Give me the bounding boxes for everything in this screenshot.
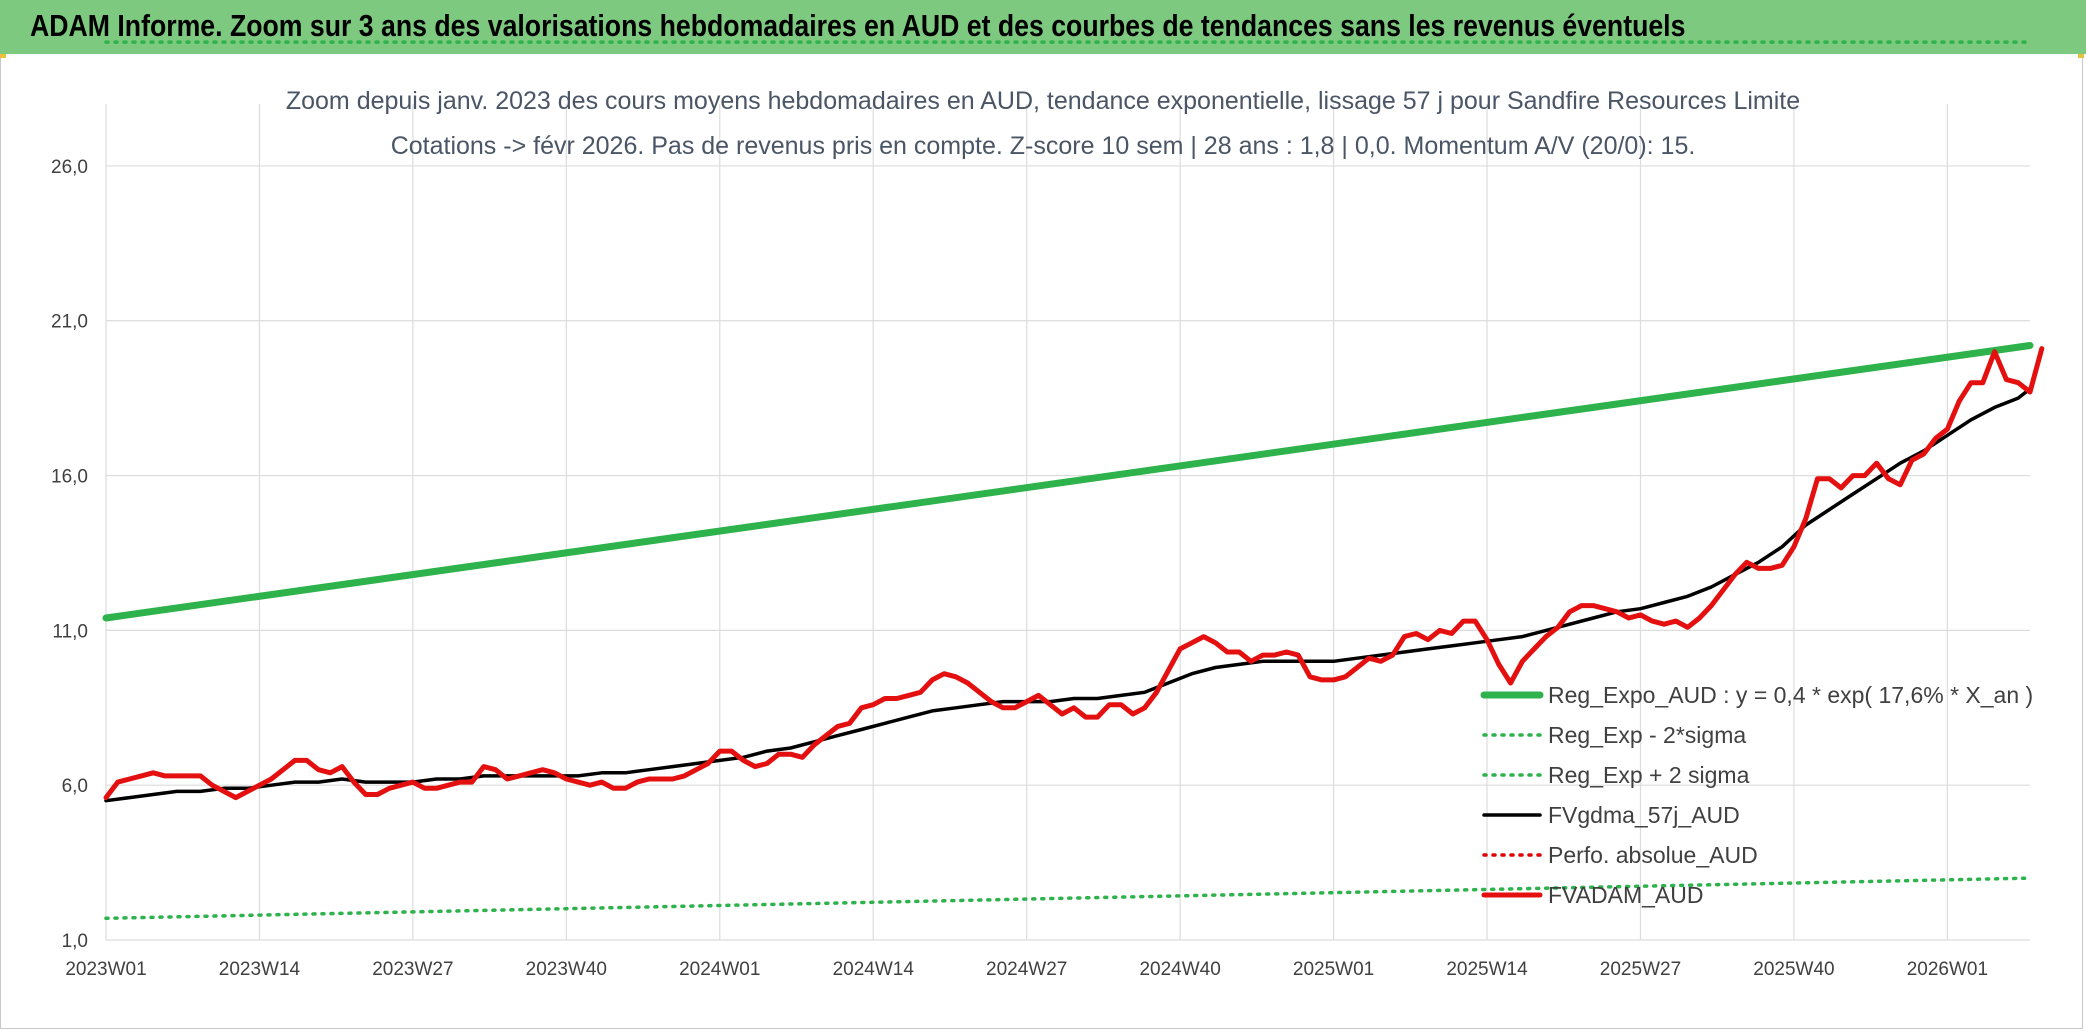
x-tick-label: 2024W40 xyxy=(1139,959,1220,980)
x-tick-label: 2024W14 xyxy=(833,959,915,980)
x-tick-label: 2026W01 xyxy=(1907,959,1988,980)
panel-corner-left xyxy=(0,54,6,58)
x-tick-label: 2025W01 xyxy=(1293,959,1374,980)
legend-entry: Reg_Exp - 2*sigma xyxy=(1548,722,1746,748)
x-tick-label: 2023W27 xyxy=(372,959,453,980)
y-tick-label: 1,0 xyxy=(62,931,88,952)
series-line-3 xyxy=(104,387,2032,803)
legend-entry: FVgdma_57j_AUD xyxy=(1548,802,1740,828)
legend-entry: Reg_Expo_AUD : y = 0,4 * exp( 17,6% * X_… xyxy=(1548,682,2033,708)
y-tick-label: 21,0 xyxy=(51,312,88,333)
panel-corner-right xyxy=(2078,54,2084,58)
title-backdrop xyxy=(272,78,1804,148)
series-line-0 xyxy=(102,342,2034,622)
y-tick-label: 16,0 xyxy=(51,467,88,488)
chart-title-line: Cotations -> févr 2026. Pas de revenus p… xyxy=(391,132,1696,160)
x-tick-label: 2025W14 xyxy=(1446,959,1528,980)
x-tick-label: 2023W01 xyxy=(65,959,146,980)
x-tick-label: 2023W14 xyxy=(219,959,301,980)
x-tick-label: 2025W27 xyxy=(1600,959,1681,980)
legend-entry: FVADAM_AUD xyxy=(1548,882,1704,908)
report-title: ADAM Informe. Zoom sur 3 ans des valoris… xyxy=(30,8,1686,43)
legend-entry: Perfo. absolue_AUD xyxy=(1548,842,1758,868)
legend-entry: Reg_Exp + 2 sigma xyxy=(1548,762,1750,788)
y-axis: 1,0 6,0 11,0 16,0 21,0 26,0 xyxy=(51,157,88,952)
chart-series xyxy=(102,40,2045,921)
series-line-1 xyxy=(104,876,2032,921)
x-tick-label: 2023W40 xyxy=(526,959,607,980)
series-line-5 xyxy=(103,346,2045,801)
x-tick-label: 2024W01 xyxy=(679,959,760,980)
chart-grid xyxy=(105,104,2030,941)
chart-title-line: Zoom depuis janv. 2023 des cours moyens … xyxy=(286,87,1800,115)
chart-legend: Reg_Expo_AUD : y = 0,4 * exp( 17,6% * X_… xyxy=(1480,682,2033,908)
y-tick-label: 6,0 xyxy=(62,776,88,797)
chart-title: Zoom depuis janv. 2023 des cours moyens … xyxy=(286,87,1800,160)
x-tick-label: 2025W40 xyxy=(1753,959,1834,980)
x-tick-label: 2024W27 xyxy=(986,959,1067,980)
y-tick-label: 26,0 xyxy=(51,157,88,178)
report-banner: ADAM Informe. Zoom sur 3 ans des valoris… xyxy=(0,0,2086,54)
y-tick-label: 11,0 xyxy=(52,621,88,642)
chart-panel xyxy=(0,54,2083,1029)
x-axis: 2023W01 2023W14 2023W27 2023W40 2024W01 2024W… xyxy=(65,959,1988,980)
